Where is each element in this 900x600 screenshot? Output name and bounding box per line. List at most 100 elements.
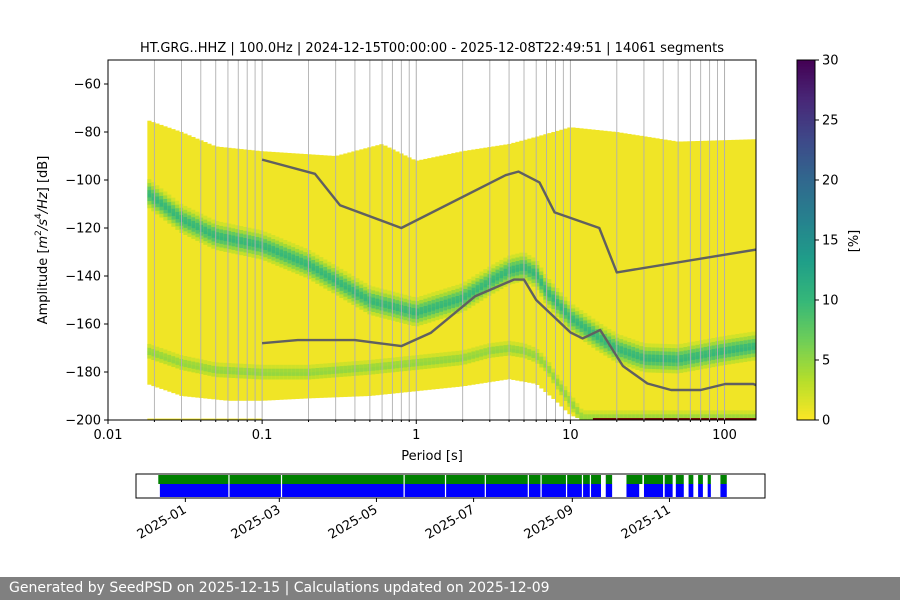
density-cell (171, 197, 176, 202)
density-cell (667, 354, 672, 359)
density-gap (480, 135, 486, 139)
x-tick-label: 10 (562, 428, 579, 443)
colorbar-tick-label: 15 (822, 234, 839, 249)
density-cell (231, 238, 236, 243)
density-cell (639, 367, 644, 372)
density-cell (611, 338, 616, 343)
density-cell (555, 287, 560, 292)
density-column (159, 124, 164, 389)
density-cell (435, 305, 440, 310)
density-cell (371, 304, 376, 309)
density-cell (395, 367, 400, 372)
timeline-gap (527, 475, 529, 497)
density-cell (607, 328, 612, 333)
density-cell (679, 354, 684, 359)
timeline-bar-availability (675, 475, 684, 484)
density-cell (215, 369, 220, 374)
density-cell (279, 372, 284, 376)
density-cell (403, 359, 408, 364)
density-cell (279, 245, 284, 250)
density-cell (363, 363, 368, 368)
density-cell (555, 305, 560, 310)
density-cell (415, 297, 420, 302)
density-cell (655, 354, 660, 359)
density-cell (451, 300, 456, 305)
density-cell (711, 356, 716, 360)
density-cell (147, 351, 152, 356)
density-cell (319, 278, 324, 283)
timeline-tick-label: 2025-03 (229, 502, 284, 542)
density-cell (199, 370, 204, 375)
density-cell (271, 364, 276, 369)
density-cell (647, 410, 652, 415)
colorbar-tick-label: 20 (822, 174, 839, 189)
density-column (427, 158, 432, 390)
density-cell (679, 421, 683, 425)
density-cell (303, 372, 308, 376)
density-cell (739, 347, 744, 352)
density-cell (435, 309, 440, 313)
density-cell (443, 302, 448, 307)
density-cell (287, 241, 292, 246)
density-cell (323, 266, 328, 271)
density-cell (667, 362, 672, 366)
density-column (559, 129, 564, 407)
colorbar-segment (797, 210, 815, 214)
density-cell (651, 368, 656, 373)
density-cell (711, 410, 716, 415)
density-cell (455, 295, 460, 300)
density-cell (471, 354, 476, 359)
density-cell (519, 274, 524, 279)
density-cell (743, 343, 748, 348)
density-cell (499, 277, 504, 282)
density-cell (387, 361, 392, 366)
density-cell (523, 252, 528, 257)
timeline-bar-psd (159, 484, 601, 497)
colorbar-segment (797, 66, 815, 70)
density-cell (703, 361, 708, 365)
density-cell (455, 292, 460, 296)
density-column (595, 129, 600, 420)
density-cell (239, 363, 244, 368)
density-cell (159, 358, 164, 363)
density-cell (647, 364, 652, 369)
density-cell (651, 421, 655, 425)
timeline-bar-availability (605, 475, 613, 484)
density-gap (354, 134, 360, 138)
density-cell (631, 350, 636, 355)
density-column (363, 148, 368, 397)
density-cell (339, 276, 344, 280)
density-cell (215, 242, 220, 247)
density-cell (647, 350, 652, 355)
colorbar-segment (797, 405, 815, 409)
density-cell (331, 278, 336, 283)
density-cell (539, 285, 544, 290)
colorbar-segment (797, 174, 815, 178)
density-cell (347, 298, 352, 303)
density-cell (739, 410, 744, 415)
density-cell (391, 368, 396, 373)
colorbar-segment (797, 72, 815, 76)
colorbar-segment (797, 378, 815, 382)
density-cell (459, 283, 464, 288)
density-cell (231, 231, 236, 236)
ylabel-part: 4 (34, 213, 44, 219)
density-cell (635, 421, 639, 425)
density-cell (723, 350, 728, 355)
density-cell (427, 293, 432, 298)
density-cell (271, 235, 276, 239)
density-cell (631, 364, 636, 369)
density-cell (743, 347, 748, 352)
density-cell (603, 333, 608, 338)
density-cell (187, 233, 192, 237)
density-cell (595, 410, 600, 415)
colorbar-segment (797, 123, 815, 127)
density-cell (255, 233, 260, 237)
density-column (743, 139, 748, 420)
density-cell (563, 397, 568, 401)
density-cell (647, 414, 652, 418)
density-cell (227, 227, 232, 232)
density-cell (439, 352, 444, 357)
density-cell (447, 305, 452, 310)
colorbar-segment (797, 306, 815, 310)
